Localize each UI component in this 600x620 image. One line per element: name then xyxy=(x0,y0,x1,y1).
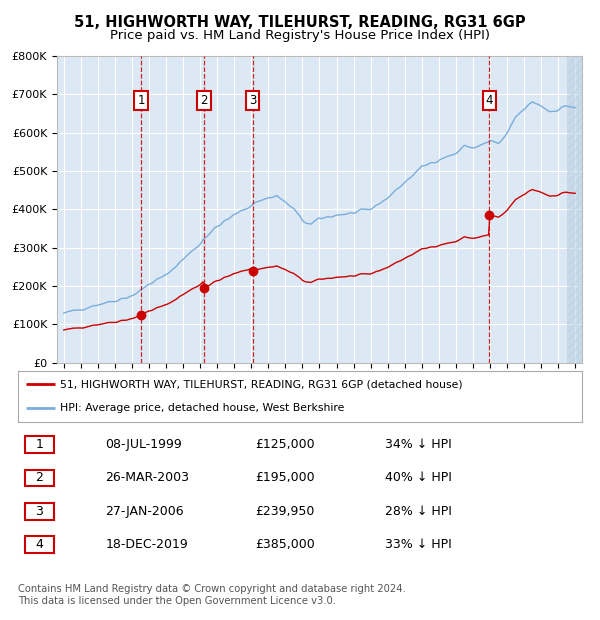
Text: 4: 4 xyxy=(35,538,43,551)
Text: 26-MAR-2003: 26-MAR-2003 xyxy=(106,471,190,484)
Text: 27-JAN-2006: 27-JAN-2006 xyxy=(106,505,184,518)
Text: 51, HIGHWORTH WAY, TILEHURST, READING, RG31 6GP (detached house): 51, HIGHWORTH WAY, TILEHURST, READING, R… xyxy=(60,379,463,389)
Text: 1: 1 xyxy=(35,438,43,451)
Text: 3: 3 xyxy=(249,94,256,107)
Text: £239,950: £239,950 xyxy=(255,505,314,518)
FancyBboxPatch shape xyxy=(25,436,53,453)
Text: £125,000: £125,000 xyxy=(255,438,314,451)
FancyBboxPatch shape xyxy=(25,503,53,520)
Text: HPI: Average price, detached house, West Berkshire: HPI: Average price, detached house, West… xyxy=(60,403,344,413)
FancyBboxPatch shape xyxy=(25,536,53,553)
Text: 2: 2 xyxy=(200,94,208,107)
Text: £195,000: £195,000 xyxy=(255,471,314,484)
Text: 1: 1 xyxy=(137,94,145,107)
Bar xyxy=(566,56,582,363)
Text: 33% ↓ HPI: 33% ↓ HPI xyxy=(385,538,451,551)
Text: 40% ↓ HPI: 40% ↓ HPI xyxy=(385,471,451,484)
Text: 51, HIGHWORTH WAY, TILEHURST, READING, RG31 6GP: 51, HIGHWORTH WAY, TILEHURST, READING, R… xyxy=(74,15,526,30)
Text: Price paid vs. HM Land Registry's House Price Index (HPI): Price paid vs. HM Land Registry's House … xyxy=(110,29,490,42)
Text: Contains HM Land Registry data © Crown copyright and database right 2024.: Contains HM Land Registry data © Crown c… xyxy=(18,584,406,594)
Text: 3: 3 xyxy=(35,505,43,518)
Text: 34% ↓ HPI: 34% ↓ HPI xyxy=(385,438,451,451)
Text: 28% ↓ HPI: 28% ↓ HPI xyxy=(385,505,451,518)
Text: £385,000: £385,000 xyxy=(255,538,314,551)
Text: 08-JUL-1999: 08-JUL-1999 xyxy=(106,438,182,451)
Text: 4: 4 xyxy=(485,94,493,107)
Text: 18-DEC-2019: 18-DEC-2019 xyxy=(106,538,188,551)
FancyBboxPatch shape xyxy=(25,469,53,486)
Text: 2: 2 xyxy=(35,471,43,484)
Text: This data is licensed under the Open Government Licence v3.0.: This data is licensed under the Open Gov… xyxy=(18,596,336,606)
